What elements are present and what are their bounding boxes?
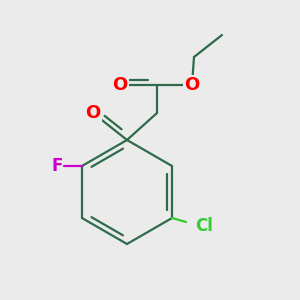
Text: F: F [51, 157, 63, 175]
Text: O: O [85, 104, 100, 122]
Text: O: O [112, 76, 128, 94]
Text: Cl: Cl [195, 217, 213, 235]
Text: O: O [184, 76, 200, 94]
